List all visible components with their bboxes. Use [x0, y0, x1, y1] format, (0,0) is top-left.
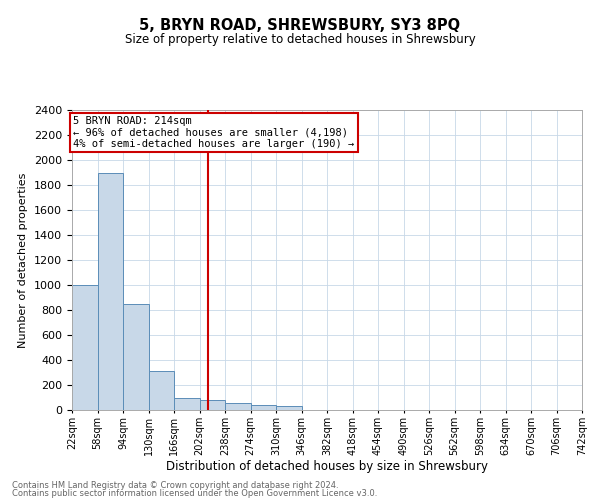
Bar	[72, 285, 97, 410]
Text: 5, BRYN ROAD, SHREWSBURY, SY3 8PQ: 5, BRYN ROAD, SHREWSBURY, SY3 8PQ	[139, 18, 461, 32]
Bar	[199, 400, 225, 410]
Bar	[123, 304, 149, 410]
Text: Contains public sector information licensed under the Open Government Licence v3: Contains public sector information licen…	[12, 489, 377, 498]
Bar	[97, 172, 123, 410]
Text: Contains HM Land Registry data © Crown copyright and database right 2024.: Contains HM Land Registry data © Crown c…	[12, 480, 338, 490]
Bar	[174, 398, 199, 410]
Bar	[149, 371, 174, 410]
Text: 5 BRYN ROAD: 214sqm
← 96% of detached houses are smaller (4,198)
4% of semi-deta: 5 BRYN ROAD: 214sqm ← 96% of detached ho…	[73, 116, 355, 149]
X-axis label: Distribution of detached houses by size in Shrewsbury: Distribution of detached houses by size …	[166, 460, 488, 473]
Text: Size of property relative to detached houses in Shrewsbury: Size of property relative to detached ho…	[125, 32, 475, 46]
Bar	[251, 405, 276, 410]
Bar	[276, 406, 302, 410]
Y-axis label: Number of detached properties: Number of detached properties	[19, 172, 28, 348]
Bar	[225, 403, 251, 410]
